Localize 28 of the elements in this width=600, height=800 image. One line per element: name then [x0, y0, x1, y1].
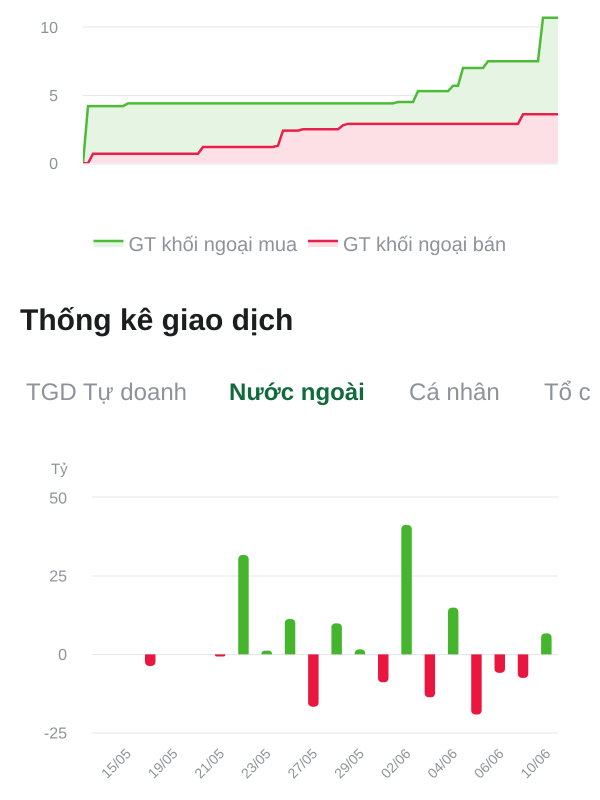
bar — [331, 623, 342, 654]
bar — [145, 654, 156, 666]
y-tick-label: 10 — [40, 20, 58, 37]
bar — [518, 654, 528, 678]
bar — [448, 608, 458, 654]
text: TGD Tự doanh — [26, 379, 188, 406]
text: Tổ c — [544, 379, 591, 406]
legend-label: GT khối ngoại mua — [128, 234, 298, 256]
bar — [471, 654, 482, 715]
bar — [541, 633, 552, 654]
y-tick-label: -25 — [44, 725, 68, 742]
chart-title: Thống kê giao dịch — [20, 304, 294, 337]
bar — [424, 654, 436, 698]
y-tick-label: 50 — [49, 490, 68, 508]
bar — [378, 654, 388, 682]
bar — [238, 555, 249, 654]
y-tick-label: 0 — [49, 156, 58, 173]
chart-subtitle: Nước ngoài — [229, 379, 365, 406]
y-tick-label: 25 — [49, 568, 68, 586]
y-tick-label: 5 — [49, 88, 58, 105]
bar — [308, 654, 319, 707]
legend-label: GT khối ngoại bán — [342, 234, 506, 256]
text: Cá nhân — [409, 379, 500, 406]
bar — [401, 524, 412, 654]
y-axis-title: Tỷ — [51, 461, 68, 478]
y-tick-label: 0 — [58, 646, 68, 664]
bar — [494, 654, 505, 673]
bar — [284, 618, 296, 654]
